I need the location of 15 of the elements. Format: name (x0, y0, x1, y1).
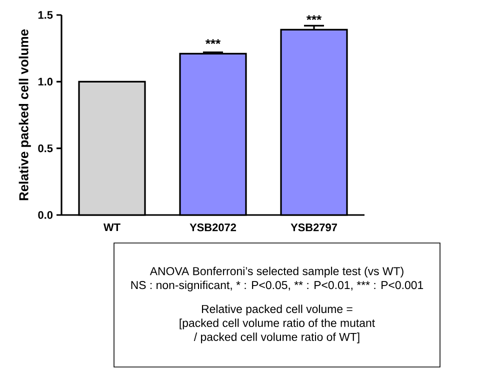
text: [packed cell volume ratio of the mutant (180, 318, 375, 330)
y-tick-label: 1.5 (38, 11, 53, 19)
text: ANOVA Bonferroni’s selected sample test (vs WT) (150, 266, 404, 278)
text: Relative packed cell volume = (202, 304, 352, 316)
x-tick-label: WT (104, 224, 120, 232)
annotation: *** (306, 15, 322, 20)
y-tick-label: 0.0 (38, 211, 53, 219)
y-axis-title: Relative packed cell volume (18, 29, 31, 200)
text: / packed cell volume ratio of WT] (194, 332, 360, 344)
annotation: *** (205, 39, 221, 44)
x-tick-label: YSB2072 (190, 224, 236, 232)
y-tick-label: 1.0 (38, 78, 53, 86)
x-tick-label: YSB2797 (290, 224, 337, 232)
y-tick-label: 0.5 (38, 144, 53, 152)
text: NS : non-significant, * : P<0.05, ** : P<0.01, *** : P<0.001 (131, 280, 424, 292)
